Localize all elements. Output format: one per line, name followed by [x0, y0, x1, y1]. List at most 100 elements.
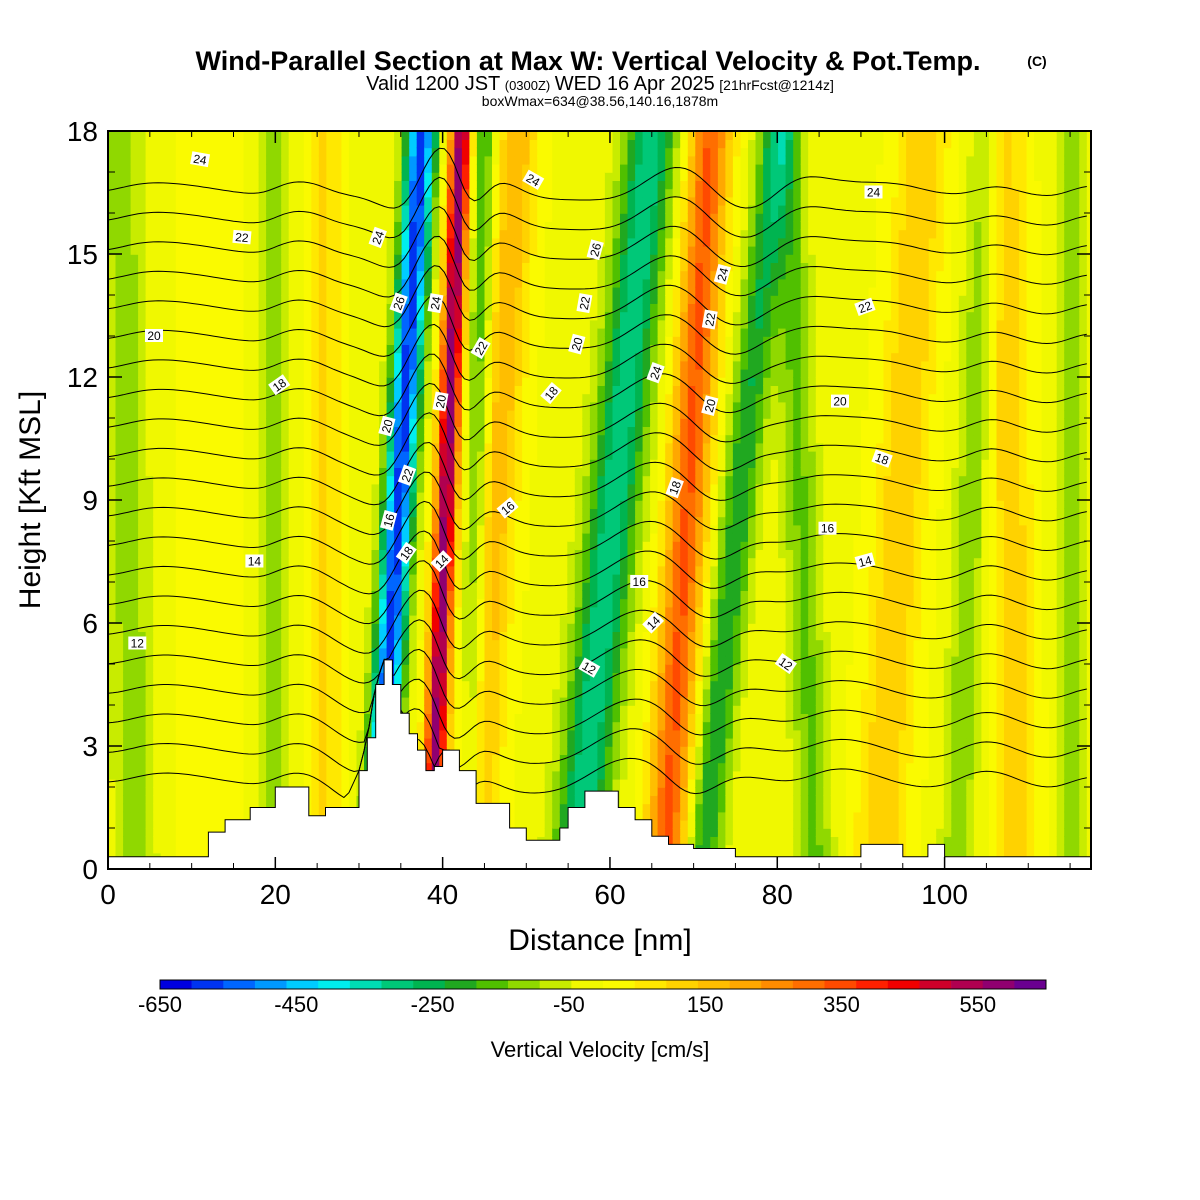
velocity-cell: [514, 377, 523, 386]
velocity-cell: [198, 688, 207, 698]
velocity-cell: [108, 737, 117, 747]
velocity-cell: [108, 491, 117, 501]
velocity-cell: [454, 729, 463, 739]
velocity-cell: [236, 467, 245, 477]
velocity-cell: [160, 213, 169, 222]
velocity-cell: [183, 278, 192, 288]
velocity-cell: [476, 303, 486, 313]
velocity-cell: [499, 532, 508, 542]
velocity-cell: [318, 172, 328, 181]
velocity-cell: [288, 729, 297, 739]
velocity-cell: [379, 344, 388, 354]
velocity-cell: [514, 311, 523, 321]
velocity-cell: [341, 311, 350, 321]
velocity-cell: [183, 385, 192, 395]
velocity-cell: [499, 352, 508, 362]
velocity-cell: [273, 131, 282, 140]
velocity-cell: [115, 803, 124, 813]
velocity-cell: [266, 713, 275, 723]
velocity-cell: [296, 467, 305, 477]
velocity-cell: [469, 459, 478, 468]
velocity-cell: [220, 426, 230, 436]
velocity-cell: [153, 475, 162, 485]
velocity-cell: [130, 688, 139, 698]
velocity-cell: [401, 672, 410, 682]
velocity-cell: [296, 442, 305, 452]
velocity-cell: [145, 696, 154, 706]
velocity-cell: [341, 705, 350, 714]
velocity-cell: [431, 532, 441, 542]
velocity-cell: [409, 221, 418, 231]
velocity-cell: [409, 327, 418, 337]
velocity-cell: [439, 319, 448, 329]
velocity-cell: [198, 803, 207, 813]
velocity-cell: [183, 647, 192, 657]
velocity-cell: [115, 688, 124, 698]
velocity-cell: [476, 606, 486, 616]
velocity-cell: [333, 278, 343, 288]
velocity-cell: [386, 188, 395, 198]
velocity-cell: [341, 778, 350, 788]
velocity-cell: [213, 770, 222, 780]
velocity-cell: [507, 434, 516, 444]
velocity-cell: [145, 459, 154, 468]
velocity-cell: [303, 196, 313, 206]
velocity-cell: [138, 278, 147, 288]
velocity-cell: [394, 270, 403, 280]
velocity-cell: [484, 762, 493, 772]
velocity-cell: [288, 639, 297, 649]
velocity-cell: [303, 590, 313, 600]
velocity-cell: [499, 360, 508, 370]
velocity-cell: [258, 409, 267, 419]
velocity-cell: [198, 434, 207, 444]
velocity-cell: [296, 434, 305, 444]
velocity-cell: [356, 442, 365, 452]
velocity-cell: [364, 180, 373, 190]
velocity-cell: [416, 713, 425, 723]
velocity-cell: [333, 204, 343, 214]
velocity-cell: [364, 729, 373, 739]
velocity-cell: [326, 754, 335, 764]
velocity-cell: [228, 385, 237, 395]
velocity-cell: [190, 623, 200, 632]
velocity-cell: [318, 459, 328, 468]
velocity-cell: [205, 172, 215, 181]
velocity-cell: [288, 229, 297, 239]
velocity-cell: [348, 705, 358, 714]
velocity-cell: [108, 442, 117, 452]
velocity-cell: [507, 368, 516, 378]
velocity-cell: [168, 442, 177, 452]
velocity-cell: [130, 204, 139, 214]
velocity-cell: [145, 344, 154, 354]
velocity-cell: [115, 491, 124, 501]
velocity-cell: [258, 204, 267, 214]
velocity-cell: [379, 237, 388, 247]
velocity-cell: [507, 614, 516, 624]
velocity-cell: [446, 590, 456, 600]
velocity-cell: [394, 475, 403, 485]
velocity-cell: [296, 614, 305, 624]
velocity-cell: [499, 524, 508, 534]
velocity-cell: [333, 139, 343, 149]
velocity-cell: [190, 664, 200, 673]
velocity-cell: [138, 303, 147, 313]
velocity-cell: [476, 139, 486, 149]
velocity-cell: [499, 475, 508, 485]
velocity-cell: [273, 672, 282, 682]
velocity-cell: [198, 598, 207, 608]
velocity-cell: [476, 213, 486, 222]
velocity-cell: [409, 639, 418, 649]
velocity-cell: [183, 672, 192, 682]
velocity-cell: [228, 336, 237, 345]
velocity-cell: [130, 737, 139, 747]
velocity-cell: [454, 196, 463, 206]
velocity-cell: [364, 614, 373, 624]
velocity-cell: [296, 754, 305, 764]
velocity-cell: [205, 377, 215, 386]
velocity-cell: [123, 721, 132, 731]
velocity-cell: [326, 327, 335, 337]
velocity-cell: [424, 147, 433, 157]
velocity-cell: [431, 721, 441, 731]
velocity-cell: [333, 262, 343, 272]
velocity-cell: [108, 286, 117, 296]
